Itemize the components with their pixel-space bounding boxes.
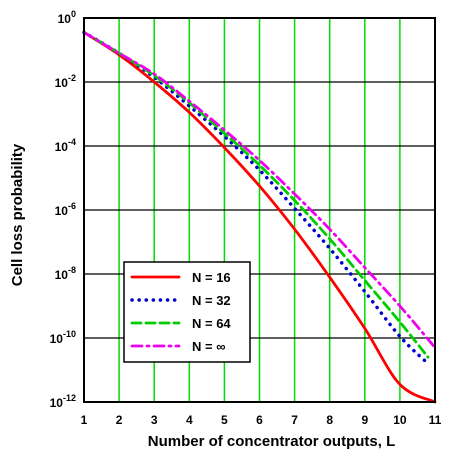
legend-box bbox=[123, 261, 251, 363]
y-axis-label: Cell loss probability bbox=[9, 143, 26, 286]
legend-label: N = ∞ bbox=[192, 339, 225, 354]
legend-label: N = 32 bbox=[192, 293, 231, 308]
y-tick-label: 10-4 bbox=[55, 137, 76, 154]
y-tick-label: 10-8 bbox=[55, 265, 76, 282]
x-tick-label: 10 bbox=[393, 413, 407, 427]
series-line bbox=[82, 31, 437, 349]
x-tick-label: 11 bbox=[429, 413, 442, 427]
x-tick-label: 2 bbox=[116, 413, 123, 427]
x-tick-label: 1 bbox=[81, 413, 88, 427]
x-tick-label: 7 bbox=[291, 413, 298, 427]
y-tick-label: 10-6 bbox=[55, 201, 76, 218]
x-tick-label: 6 bbox=[256, 413, 263, 427]
x-tick-label: 9 bbox=[361, 413, 368, 427]
x-axis-label: Number of concentrator outputs, L bbox=[148, 433, 396, 450]
x-tick-label: 4 bbox=[186, 413, 193, 427]
y-tick-label: 10-12 bbox=[50, 393, 76, 410]
series-line bbox=[82, 31, 437, 404]
x-tick-labels: 1 2 3 4 5 6 7 8 9 10 11 bbox=[81, 413, 442, 427]
y-tick-label: 10-10 bbox=[50, 329, 76, 346]
legend: N = 16 N = 32 N = 64 N = ∞ bbox=[123, 261, 251, 363]
x-tick-label: 8 bbox=[326, 413, 333, 427]
legend-label: N = 64 bbox=[192, 316, 231, 331]
x-tick-label: 5 bbox=[221, 413, 228, 427]
legend-label: N = 16 bbox=[192, 270, 231, 285]
y-tick-labels: 100 10-2 10-4 10-6 10-8 10-10 10-12 bbox=[50, 9, 76, 410]
plot-frame bbox=[83, 17, 436, 403]
x-tick-label: 3 bbox=[151, 413, 158, 427]
y-tick-label: 100 bbox=[58, 9, 76, 26]
data-series bbox=[82, 30, 437, 404]
y-tick-label: 10-2 bbox=[55, 73, 76, 90]
